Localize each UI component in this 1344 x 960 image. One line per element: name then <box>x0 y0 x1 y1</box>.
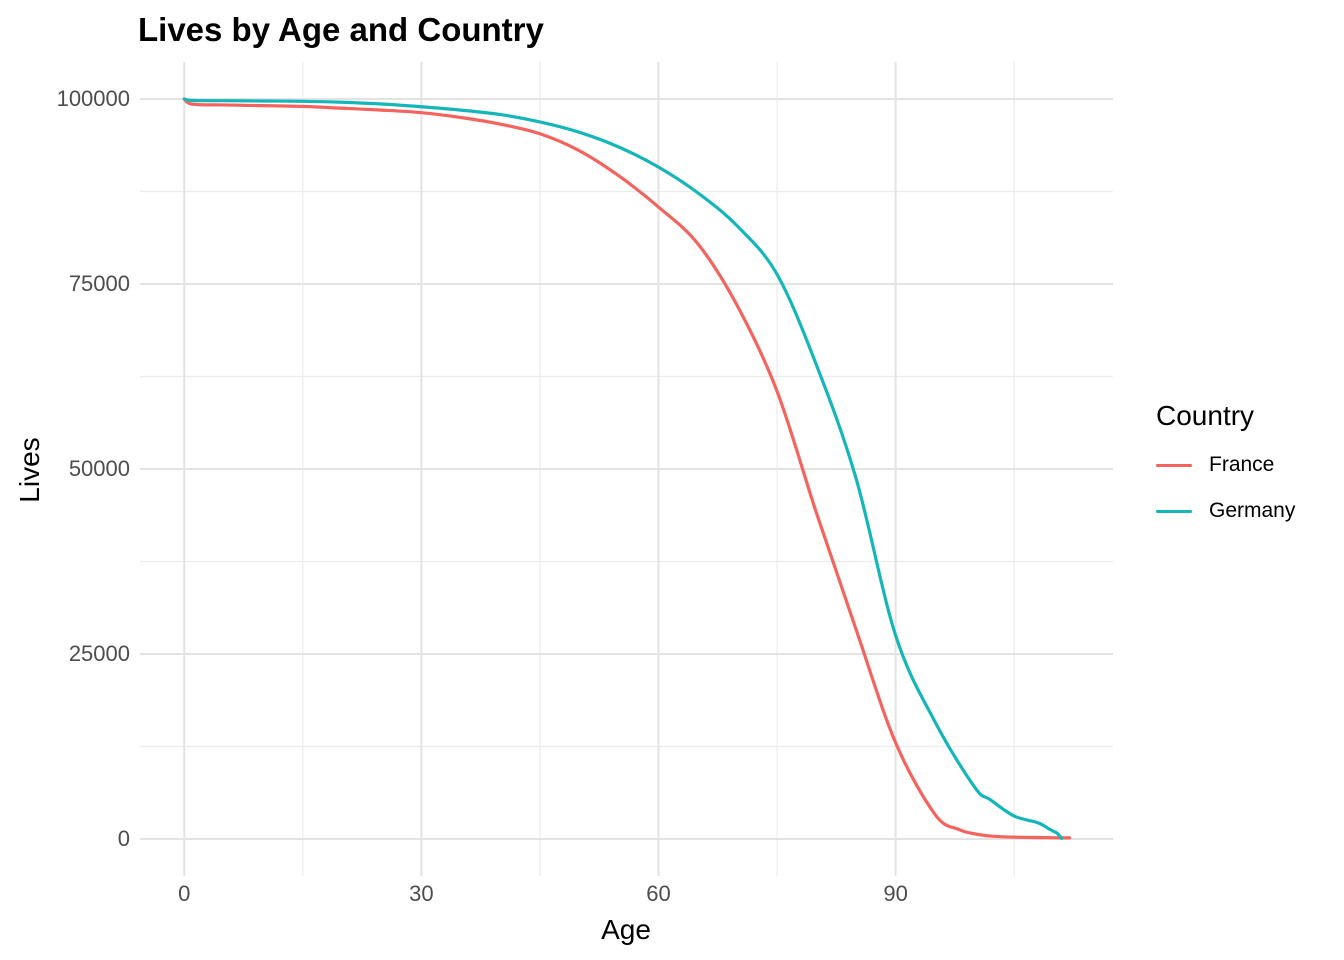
legend-item-france: France <box>1156 450 1342 480</box>
x-tick-label: 60 <box>646 881 670 906</box>
y-tick-label: 100000 <box>57 86 130 111</box>
x-tick-label: 30 <box>409 881 433 906</box>
x-tick-label: 90 <box>883 881 907 906</box>
legend-item-germany: Germany <box>1156 496 1342 526</box>
legend-label-germany: Germany <box>1209 499 1296 522</box>
series-line-france <box>182 97 1072 840</box>
y-tick-label: 75000 <box>69 271 130 296</box>
legend-label-france: France <box>1209 453 1275 476</box>
legend-line-swatch-germany <box>1156 509 1192 513</box>
chart-title: Lives by Age and Country <box>138 11 544 48</box>
legend-line-swatch-france <box>1156 463 1192 467</box>
y-tick-label: 0 <box>118 826 130 851</box>
series-line-germany <box>182 97 1064 840</box>
legend-title: Country <box>1156 400 1255 431</box>
y-tick-label: 25000 <box>69 641 130 666</box>
y-tick-label: 50000 <box>69 456 130 481</box>
y-axis-title: Lives <box>14 437 45 503</box>
x-tick-label: 0 <box>178 881 190 906</box>
x-axis-title: Age <box>601 914 651 945</box>
legend: Country France Germany <box>1156 400 1342 542</box>
